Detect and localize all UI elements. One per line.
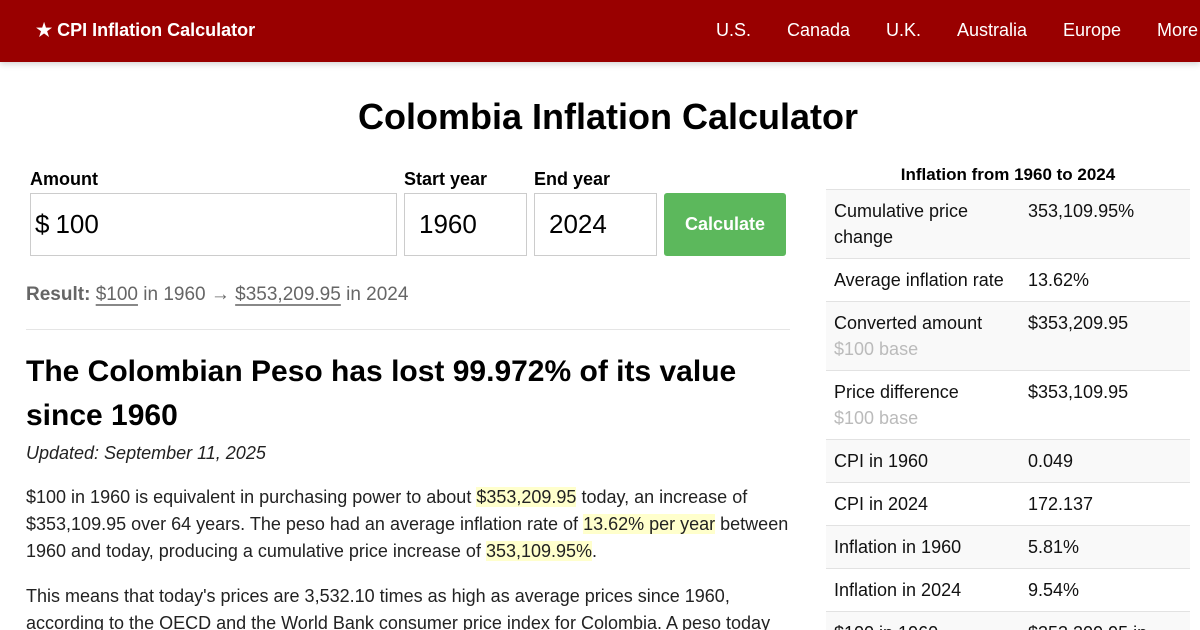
row-label: Inflation in 1960 bbox=[826, 525, 1020, 569]
nav-link-europe[interactable]: Europe bbox=[1063, 20, 1122, 40]
table-row: CPI in 2024 172.137 bbox=[826, 482, 1190, 526]
row-label: CPI in 2024 bbox=[826, 482, 1020, 526]
row-label-cell: Converted amount $100 base bbox=[826, 301, 1020, 371]
stats-sidebar: Inflation from 1960 to 2024 Cumulative p… bbox=[826, 165, 1190, 630]
highlight-cumulative: 353,109.95% bbox=[485, 541, 593, 561]
table-row: Price difference $100 base $353,109.95 bbox=[826, 370, 1190, 440]
updated-date: Updated: September 11, 2025 bbox=[26, 443, 266, 463]
result-end-year: in 2024 bbox=[346, 284, 409, 305]
row-sublabel: $100 base bbox=[834, 339, 919, 359]
star-icon: ★ bbox=[36, 20, 53, 40]
row-value: 172.137 bbox=[1020, 482, 1190, 526]
row-value: 353,109.95% bbox=[1020, 189, 1190, 259]
row-label: Inflation in 2024 bbox=[826, 568, 1020, 612]
result-start-year: in 1960 bbox=[143, 284, 206, 305]
row-label: Converted amount bbox=[834, 313, 983, 333]
row-label: Price difference bbox=[834, 382, 959, 402]
brand-label: CPI Inflation Calculator bbox=[57, 20, 256, 40]
row-value: 5.81% bbox=[1020, 525, 1190, 569]
result-line: Result: $100 in 1960 → $353,209.95 in 20… bbox=[26, 284, 408, 306]
table-row: Average inflation rate 13.62% bbox=[826, 258, 1190, 302]
end-year-field[interactable] bbox=[534, 193, 657, 256]
row-label-cell: Price difference $100 base bbox=[826, 370, 1020, 440]
amount-field[interactable]: $ bbox=[30, 193, 397, 256]
row-value: 0.049 bbox=[1020, 439, 1190, 483]
text: . bbox=[592, 541, 598, 561]
start-year-field[interactable] bbox=[404, 193, 527, 256]
result-converted-amount: $353,209.95 bbox=[235, 284, 341, 305]
row-value: $353,209.95 bbox=[1020, 301, 1190, 371]
table-row: $100 in 1960 $353,209.95 in bbox=[826, 611, 1190, 630]
table-row: Converted amount $100 base $353,209.95 bbox=[826, 301, 1190, 371]
explanation-paragraph: This means that today's prices are 3,532… bbox=[26, 586, 771, 630]
brand-link[interactable]: ★ CPI Inflation Calculator bbox=[36, 20, 255, 41]
calculate-button[interactable]: Calculate bbox=[664, 193, 786, 256]
row-value: 9.54% bbox=[1020, 568, 1190, 612]
table-row: Inflation in 2024 9.54% bbox=[826, 568, 1190, 612]
row-value: 13.62% bbox=[1020, 258, 1190, 302]
arrow-right-icon: → bbox=[210, 284, 230, 305]
table-row: Cumulative price change 353,109.95% bbox=[826, 189, 1190, 259]
result-start-amount: $100 bbox=[95, 284, 138, 305]
page-title: Colombia Inflation Calculator bbox=[357, 96, 859, 137]
row-value: $353,109.95 bbox=[1020, 370, 1190, 440]
nav-link-us[interactable]: U.S. bbox=[716, 20, 752, 40]
row-sublabel: $100 base bbox=[834, 408, 919, 428]
divider bbox=[26, 329, 790, 330]
result-label: Result: bbox=[26, 284, 91, 305]
article-heading: The Colombian Peso has lost 99.972% of i… bbox=[26, 355, 737, 432]
table-row: Inflation in 1960 5.81% bbox=[826, 525, 1190, 569]
start-year-label: Start year bbox=[404, 169, 488, 189]
sidebar-title: Inflation from 1960 to 2024 bbox=[900, 165, 1116, 184]
row-label: Cumulative price change bbox=[826, 189, 1020, 259]
nav-links: U.S. Canada U.K. Australia Europe More bbox=[0, 20, 1200, 42]
currency-symbol: $ bbox=[35, 209, 50, 239]
end-year-input[interactable] bbox=[549, 209, 656, 240]
nav-link-uk[interactable]: U.K. bbox=[886, 20, 922, 40]
row-value: $353,209.95 in bbox=[1020, 611, 1190, 630]
text: $100 in 1960 is equivalent in purchasing… bbox=[26, 487, 477, 507]
nav-link-canada[interactable]: Canada bbox=[787, 20, 851, 40]
table-row: CPI in 1960 0.049 bbox=[826, 439, 1190, 483]
nav-link-australia[interactable]: Australia bbox=[957, 20, 1028, 40]
amount-input[interactable] bbox=[55, 209, 396, 240]
stats-table: Cumulative price change 353,109.95% Aver… bbox=[826, 189, 1190, 630]
highlight-rate: 13.62% per year bbox=[583, 514, 716, 534]
start-year-input[interactable] bbox=[419, 209, 526, 240]
amount-label: Amount bbox=[30, 169, 98, 189]
top-navbar: ★ CPI Inflation Calculator U.S. Canada U.… bbox=[0, 0, 1200, 62]
row-label: $100 in 1960 bbox=[826, 611, 1020, 630]
text: between 1960 and today, producing a cumu… bbox=[26, 514, 789, 561]
summary-paragraph: $100 in 1960 is equivalent in purchasing… bbox=[26, 484, 796, 565]
highlight-converted: $353,209.95 bbox=[476, 487, 577, 507]
nav-link-more[interactable]: More bbox=[1157, 20, 1199, 40]
text: today, an increase of $353,109.95 over 6… bbox=[26, 487, 748, 534]
row-label: CPI in 1960 bbox=[826, 439, 1020, 483]
end-year-label: End year bbox=[534, 169, 611, 189]
row-label: Average inflation rate bbox=[826, 258, 1020, 302]
